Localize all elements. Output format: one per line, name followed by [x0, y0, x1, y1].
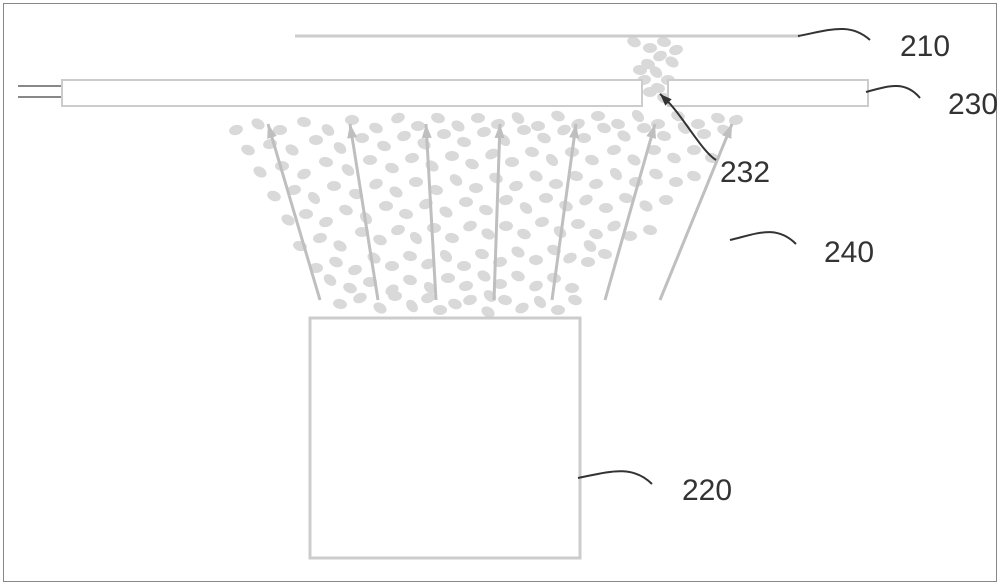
- diagram-stage: 210 230 232 240 220: [0, 0, 1000, 585]
- lead-pins: [18, 86, 62, 97]
- source-box: [310, 318, 580, 558]
- label-240: 240: [824, 236, 874, 270]
- diagram-svg: [0, 0, 1000, 585]
- label-220: 220: [682, 474, 732, 508]
- shutter-bar-left: [62, 80, 642, 106]
- shutter-bar-right: [668, 80, 868, 106]
- label-210: 210: [900, 30, 950, 64]
- label-230: 230: [948, 88, 998, 122]
- particles-layer: [228, 35, 744, 320]
- label-232: 232: [720, 156, 770, 190]
